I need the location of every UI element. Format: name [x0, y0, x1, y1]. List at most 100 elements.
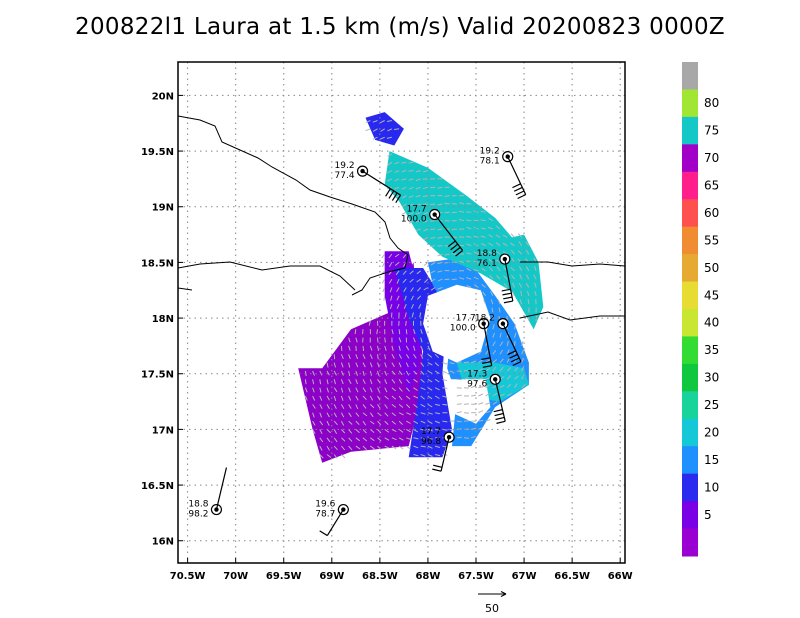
wind-vector	[413, 337, 416, 343]
wind-vector	[471, 369, 477, 372]
x-tick-label: 68W	[415, 571, 440, 582]
wind-vector	[355, 362, 359, 368]
wind-vector	[379, 136, 385, 140]
wind-field-layer	[298, 112, 544, 463]
wind-vector	[444, 278, 450, 281]
wind-barb-shaft	[494, 379, 506, 422]
colorbar-segment	[682, 473, 698, 502]
wind-vector	[362, 412, 368, 417]
wind-vector	[401, 178, 407, 181]
wind-vector	[456, 403, 462, 405]
wind-vector	[495, 242, 501, 247]
wind-vector	[410, 295, 414, 301]
wind-vector	[427, 403, 433, 408]
wind-vector	[410, 303, 414, 309]
wind-vector	[398, 387, 403, 392]
wind-vector	[478, 426, 484, 430]
wind-vector	[355, 387, 359, 393]
colorbar-segment	[682, 363, 698, 392]
wind-vector	[518, 266, 523, 272]
wind-vector	[506, 393, 512, 397]
wind-vector	[485, 392, 490, 397]
wind-vector	[391, 354, 395, 359]
wind-vector	[488, 234, 494, 238]
wind-vector	[473, 269, 479, 272]
wind-vector	[451, 228, 457, 231]
wind-vector	[398, 329, 401, 335]
wind-vector	[485, 349, 489, 355]
y-tick-label: 17.5N	[141, 370, 174, 381]
wind-vector	[406, 412, 412, 416]
wind-vector	[398, 404, 404, 408]
wind-vector	[456, 420, 462, 423]
wind-vector	[420, 345, 424, 351]
wind-vector	[478, 377, 484, 380]
wind-vector	[380, 128, 385, 132]
wind-vector	[459, 202, 465, 205]
wind-vector	[499, 349, 504, 355]
wind-vector	[495, 234, 501, 238]
wind-vector	[478, 419, 484, 422]
wind-vector	[519, 274, 523, 280]
wind-vector	[369, 345, 373, 351]
wind-vector	[384, 412, 389, 417]
wind-vector	[442, 362, 448, 365]
wind-vector	[495, 225, 501, 230]
wind-vector	[408, 170, 414, 172]
wind-vector	[319, 370, 323, 376]
wind-vector	[483, 299, 487, 305]
wind-vector	[398, 345, 401, 351]
colorbar-label: 45	[704, 288, 719, 302]
x-tick-label: 68.5W	[362, 571, 398, 582]
station-marker: 18.898.2	[188, 467, 228, 520]
wind-vector	[369, 379, 373, 385]
wind-vector	[319, 429, 323, 435]
wind-vector	[434, 370, 440, 375]
wind-vector	[499, 384, 505, 389]
wind-vector	[398, 362, 402, 368]
wind-vector	[401, 195, 407, 199]
station-label-top: 18.2	[475, 314, 495, 324]
wind-vector	[427, 428, 433, 432]
wind-barb-flag	[319, 530, 328, 537]
wind-vector	[319, 412, 323, 418]
wind-vector	[402, 278, 407, 284]
wind-vector	[362, 362, 366, 368]
station-marker: 17.796.8	[421, 427, 455, 472]
wind-vector	[427, 362, 433, 366]
wind-vector	[304, 387, 308, 393]
wind-vector	[525, 249, 530, 255]
wind-vector	[340, 404, 345, 409]
wind-vector	[326, 395, 330, 401]
wind-vector	[372, 136, 378, 140]
wind-barb-flag	[502, 292, 512, 296]
wind-vector	[511, 291, 515, 297]
plot-frame	[177, 61, 626, 564]
wind-vector	[312, 395, 316, 401]
wind-vector	[326, 404, 330, 409]
wind-vector	[355, 345, 357, 351]
wind-vector	[422, 170, 429, 173]
wind-vector	[386, 136, 393, 139]
wind-vector	[348, 437, 353, 442]
wind-vector	[485, 419, 491, 422]
wind-vector	[396, 295, 400, 301]
wind-vector	[413, 395, 419, 399]
wind-vector	[402, 253, 407, 259]
wind-vector	[401, 161, 407, 164]
colorbar-segment	[682, 254, 698, 283]
wind-vector	[348, 404, 352, 409]
wind-barb-flag	[388, 190, 395, 199]
wind-vector	[434, 362, 440, 367]
wind-vector	[326, 429, 331, 434]
station-label-top: 17.7	[421, 427, 441, 437]
wind-vector	[413, 437, 419, 440]
y-tick-label: 19.5N	[141, 147, 174, 158]
wind-vector	[348, 362, 351, 368]
station-label-bottom: 78.7	[315, 510, 335, 520]
y-tick-label: 18N	[152, 314, 174, 325]
wind-vector	[418, 303, 422, 309]
wind-vector	[492, 359, 498, 363]
wind-vector	[326, 437, 331, 443]
